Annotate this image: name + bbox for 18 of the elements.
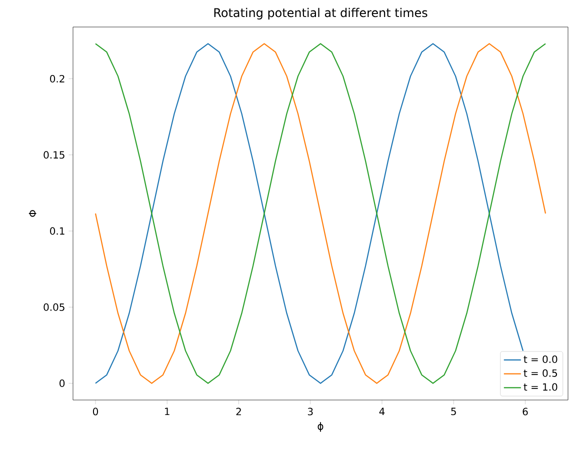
legend-label: t = 1.0 <box>524 383 558 391</box>
y-tick-label: 0.2 <box>50 74 64 83</box>
x-tick-label: 1 <box>165 408 170 416</box>
y-tick-label: 0.15 <box>44 151 64 159</box>
x-tick-label: 4 <box>379 408 385 416</box>
chart-title: Rotating potential at different times <box>214 8 428 20</box>
legend-label: t = 0.5 <box>524 369 557 377</box>
x-axis-title: ϕ <box>318 422 324 432</box>
x-tick-label: 6 <box>522 408 528 416</box>
x-tick-label: 5 <box>451 408 456 416</box>
x-tick-label: 3 <box>308 408 313 416</box>
y-tick-label: 0.1 <box>50 227 64 235</box>
x-tick-label: 2 <box>236 408 241 416</box>
x-tick-label: 0 <box>92 408 98 416</box>
y-tick-label: 0 <box>60 379 65 388</box>
y-tick-label: 0.05 <box>44 303 64 311</box>
legend-label: t = 0.0 <box>524 355 558 363</box>
y-axis-title: Φ <box>28 210 36 217</box>
